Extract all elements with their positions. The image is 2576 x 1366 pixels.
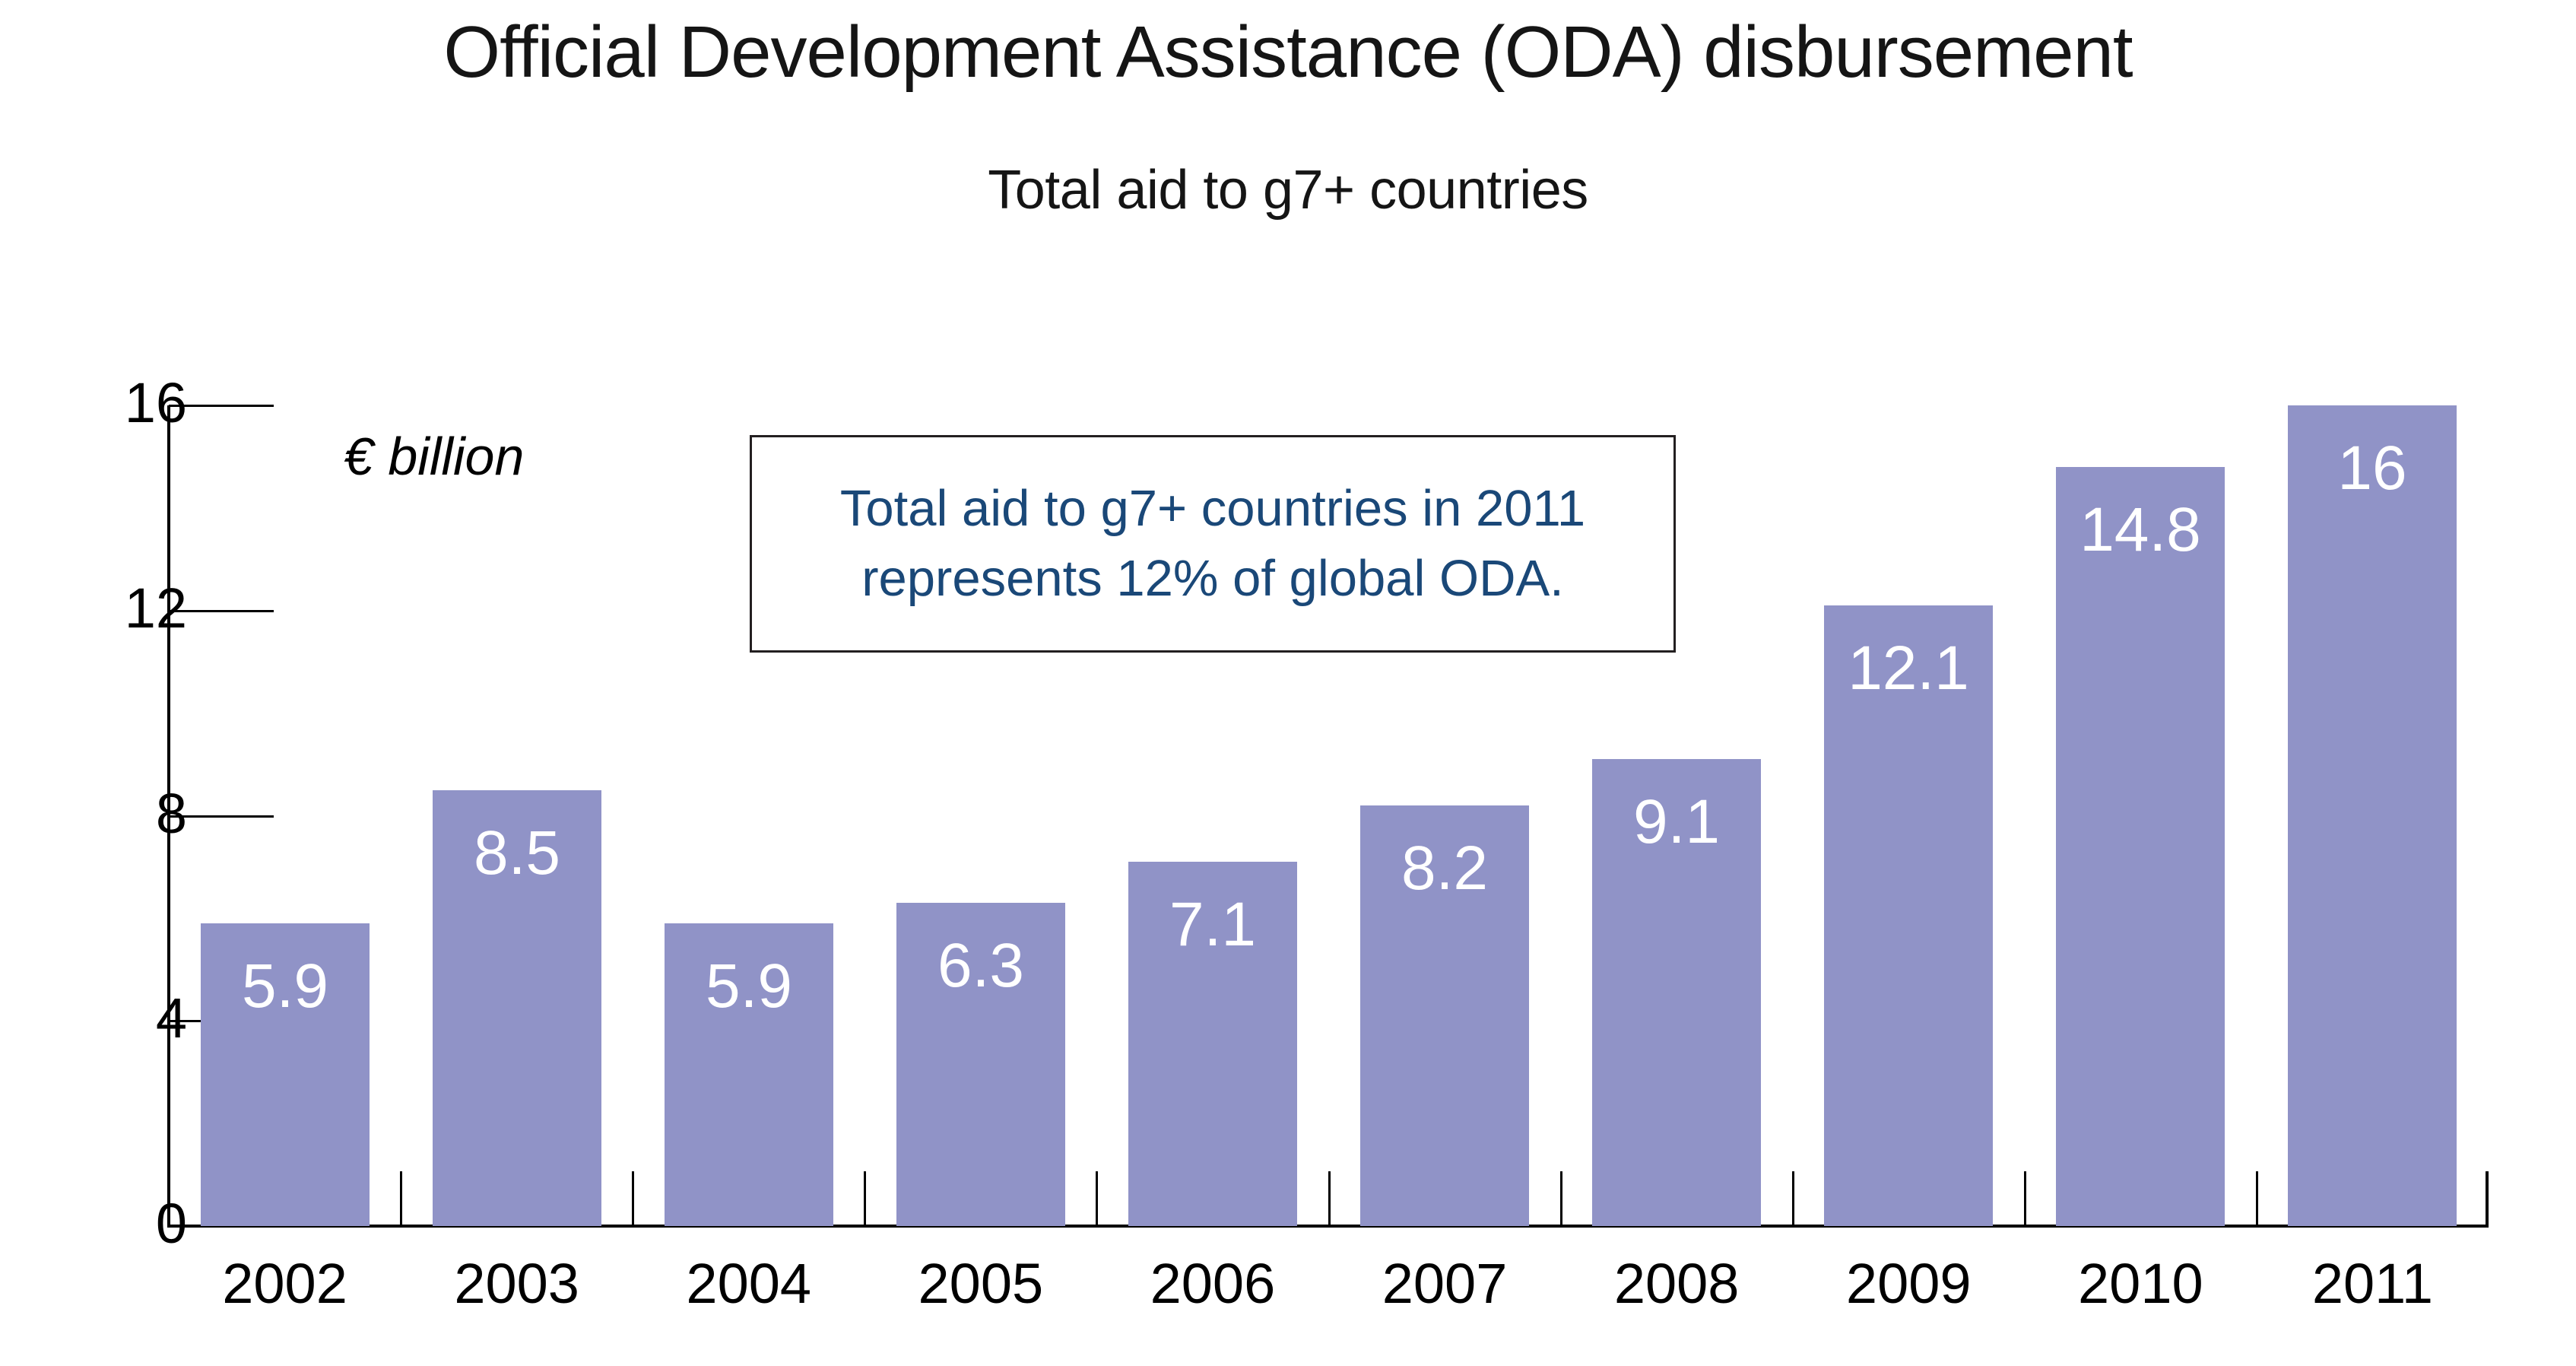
x-axis-category-label: 2003 <box>454 1252 579 1315</box>
y-tick-label: 12 <box>124 576 187 640</box>
bar: 5.9 <box>665 923 833 1226</box>
x-axis-category-label: 2005 <box>918 1252 1044 1315</box>
x-axis-category-label: 2004 <box>686 1252 812 1315</box>
bar: 16 <box>2288 405 2457 1226</box>
x-tick-mark <box>400 1171 403 1226</box>
unit-label: € billion <box>344 427 525 486</box>
bar-value-label: 6.3 <box>937 931 1024 1000</box>
bar: 8.5 <box>433 790 601 1226</box>
x-axis-category-label: 2010 <box>2078 1252 2203 1315</box>
bar: 9.1 <box>1592 759 1761 1226</box>
y-tick-label: 4 <box>155 986 187 1050</box>
annotation-line-2: represents 12% of global ODA. <box>861 550 1564 607</box>
page-title: Official Development Assistance (ODA) di… <box>443 11 2133 93</box>
x-axis-category-label: 2006 <box>1150 1252 1276 1315</box>
bar: 12.1 <box>1824 605 1993 1226</box>
x-tick-mark <box>1328 1171 1331 1226</box>
y-tick-label: 16 <box>124 371 187 434</box>
x-axis-line <box>169 1225 2489 1228</box>
y-tick-mark <box>169 405 274 407</box>
bar-value-label: 7.1 <box>1169 890 1256 959</box>
x-tick-mark <box>1096 1171 1099 1226</box>
bar: 7.1 <box>1128 862 1297 1226</box>
bar-value-label: 9.1 <box>1633 787 1720 856</box>
bar: 8.2 <box>1360 805 1529 1226</box>
x-tick-mark <box>1559 1171 1562 1226</box>
x-tick-mark <box>2023 1171 2026 1226</box>
x-axis-category-label: 2008 <box>1613 1252 1740 1315</box>
x-axis-category-label: 2002 <box>222 1252 347 1315</box>
x-axis-end-tick <box>2486 1171 2489 1228</box>
x-axis-category-label: 2009 <box>1845 1252 1972 1315</box>
bar: 14.8 <box>2056 467 2225 1226</box>
y-tick-mark <box>169 1225 274 1228</box>
x-tick-mark <box>2255 1171 2258 1226</box>
bar-value-label: 5.9 <box>706 951 792 1021</box>
bar-value-label: 16 <box>2337 434 2407 503</box>
x-tick-mark <box>632 1171 635 1226</box>
annotation-line-1: Total aid to g7+ countries in 2011 <box>839 480 1586 537</box>
x-axis-category-label: 2007 <box>1382 1252 1508 1315</box>
bar: 6.3 <box>896 903 1065 1226</box>
x-axis-category-label: 2011 <box>2311 1252 2433 1315</box>
bar-value-label: 8.2 <box>1401 834 1488 903</box>
y-tick-label: 8 <box>155 781 187 845</box>
annotation-callout: Total aid to g7+ countries in 2011 repre… <box>750 435 1676 653</box>
bar-value-label: 8.5 <box>474 818 560 888</box>
y-tick-mark <box>169 609 274 612</box>
bar-value-label: 14.8 <box>2080 495 2201 564</box>
x-tick-mark <box>1791 1171 1794 1226</box>
y-tick-mark <box>169 815 274 818</box>
bar-value-label: 5.9 <box>242 951 328 1021</box>
x-tick-mark <box>864 1171 867 1226</box>
y-tick-label: 0 <box>155 1192 187 1255</box>
chart-subtitle: Total aid to g7+ countries <box>988 160 1588 221</box>
bar: 5.9 <box>201 923 370 1226</box>
bar-value-label: 12.1 <box>1848 634 1969 703</box>
